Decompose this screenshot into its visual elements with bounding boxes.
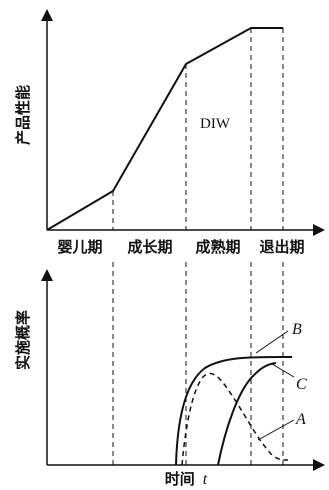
stage-maturity: 成熟期 bbox=[195, 238, 240, 256]
top-y-axis-label: 产品性能 bbox=[14, 85, 32, 145]
curve-a bbox=[181, 372, 289, 466]
bottom-x-axis-label-group: 时间 t bbox=[165, 470, 208, 488]
stage-exit: 退出期 bbox=[259, 238, 304, 256]
leader-c bbox=[271, 363, 295, 378]
curve-c bbox=[217, 362, 277, 466]
curve-c-label: C bbox=[296, 376, 307, 393]
diw-label: DIW bbox=[200, 116, 231, 132]
bottom-x-axis-var: t bbox=[203, 471, 208, 488]
leader-b bbox=[255, 330, 289, 354]
stage-labels: 婴儿期 成长期 成熟期 退出期 bbox=[57, 238, 304, 256]
bottom-panel: 实施概率 B C A 时间 t bbox=[14, 262, 325, 488]
curve-b bbox=[175, 355, 293, 466]
bottom-x-axis-label: 时间 bbox=[165, 470, 195, 488]
performance-curve bbox=[46, 27, 283, 231]
stage-infancy: 婴儿期 bbox=[57, 238, 102, 256]
top-panel: 产品性能 DIW bbox=[14, 9, 325, 236]
curve-b-label: B bbox=[292, 321, 302, 338]
stage-growth: 成长期 bbox=[127, 238, 172, 256]
leader-a bbox=[257, 419, 295, 441]
bottom-y-axis-label: 实施概率 bbox=[14, 310, 32, 370]
curve-a-label: A bbox=[295, 411, 306, 428]
